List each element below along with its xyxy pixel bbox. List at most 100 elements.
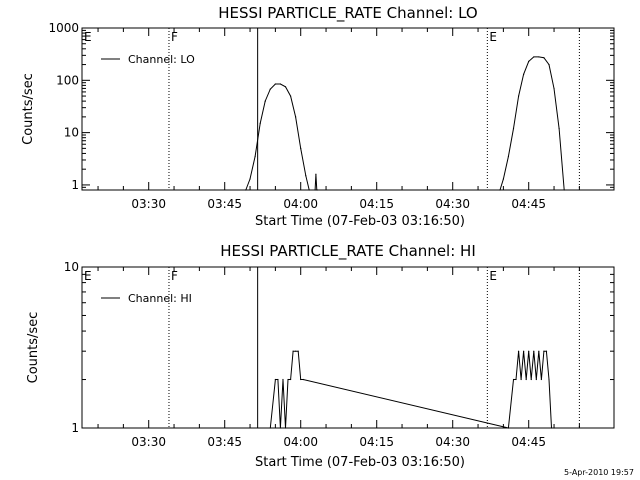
data-point [269,88,271,90]
data-point [282,378,284,381]
x-tick-label: 04:15 [359,197,394,211]
x-axis-label: Start Time (07-Feb-03 03:16:50) [255,214,465,229]
chart-title: HESSI PARTICLE_RATE Channel: LO [218,4,477,23]
footer-timestamp: 5-Apr-2010 19:57 [564,468,634,477]
data-point [305,175,307,177]
x-axis-label: Start Time (07-Feb-03 03:16:50) [255,455,465,470]
data-point [269,427,271,429]
data-point [543,350,545,352]
data-point [315,173,317,175]
data-point [289,95,292,97]
data-point [314,189,316,191]
x-tick-label: 03:45 [207,435,242,449]
data-point [550,427,553,429]
series-line [269,350,554,429]
data-point [300,378,302,381]
data-point [277,378,279,381]
data-point [525,378,527,381]
data-point [545,350,548,352]
data-point [538,56,540,58]
y-tick-label: 1 [71,178,79,192]
chart-panel: HESSI PARTICLE_RATE Channel: HI 1 10 03:30 0… [26,242,615,470]
event-marker-label: E [84,269,92,283]
data-point [512,378,515,381]
x-tick-label: 04:30 [435,197,470,211]
data-point [279,427,282,429]
data-point [284,86,287,88]
event-marker-label: E [489,269,497,283]
data-point [563,189,565,191]
y-tick-label: 1 [71,421,79,435]
data-point [502,178,504,180]
series-line [245,56,565,191]
x-tick-label: 04:00 [283,435,318,449]
data-point [264,100,266,102]
data-point [292,350,294,352]
data-point [254,155,256,158]
data-point [533,56,535,58]
data-point [295,350,297,352]
data-point [316,189,318,191]
data-point [517,350,520,352]
x-tick-label: 04:15 [359,435,394,449]
y-tick-label: 10 [64,126,79,140]
chart-panel: HESSI PARTICLE_RATE Channel: LO 1 10 100 100… [21,4,615,229]
legend-label: Channel: LO [128,53,195,66]
y-tick-label: 10 [64,260,79,274]
data-point [523,350,525,352]
data-point [302,378,304,381]
data-point [553,87,555,90]
data-point [523,73,525,75]
plot-frame [81,266,615,429]
data-point [317,189,319,191]
x-tick-label: 04:00 [283,197,318,211]
data-point [548,378,550,381]
data-point [558,127,560,130]
event-marker-label: E [489,30,497,44]
data-point [297,350,299,352]
data-point [274,378,276,381]
legend-label: Channel: HI [128,292,192,305]
data-point [512,127,515,130]
data-point [538,350,540,352]
data-point [520,378,522,381]
x-tick-label: 04:45 [511,435,546,449]
x-tick-label: 03:30 [131,435,166,449]
data-point [507,427,510,429]
data-point [308,189,310,191]
data-point [287,378,289,381]
data-point [507,155,510,158]
y-tick-label: 100 [56,73,79,87]
chart-title: HESSI PARTICLE_RATE Channel: HI [220,242,476,261]
event-marker-label: F [171,30,178,44]
data-point [300,147,302,149]
x-tick-label: 03:45 [207,197,242,211]
data-point [530,378,532,381]
y-axis-label: Counts/sec [26,312,41,384]
x-tick-label: 04:30 [435,435,470,449]
data-point [284,427,287,429]
data-point [279,83,282,85]
data-point [259,122,261,125]
data-point [533,350,535,352]
event-marker-label: E [84,30,92,44]
data-point [249,178,251,180]
data-point [289,378,292,381]
event-marker-label: F [171,269,178,283]
data-point [528,60,530,62]
x-tick-label: 03:30 [131,197,166,211]
data-point [274,83,276,85]
x-tick-label: 04:45 [511,197,546,211]
data-point [535,378,537,381]
data-point [528,350,530,352]
data-point [245,189,247,191]
data-point [517,95,520,97]
data-point [543,57,545,59]
data-point [295,116,297,118]
data-point [553,427,555,429]
data-point [499,189,501,191]
data-point [515,378,517,381]
y-axis-label: Counts/sec [21,73,36,145]
data-point [548,63,550,66]
